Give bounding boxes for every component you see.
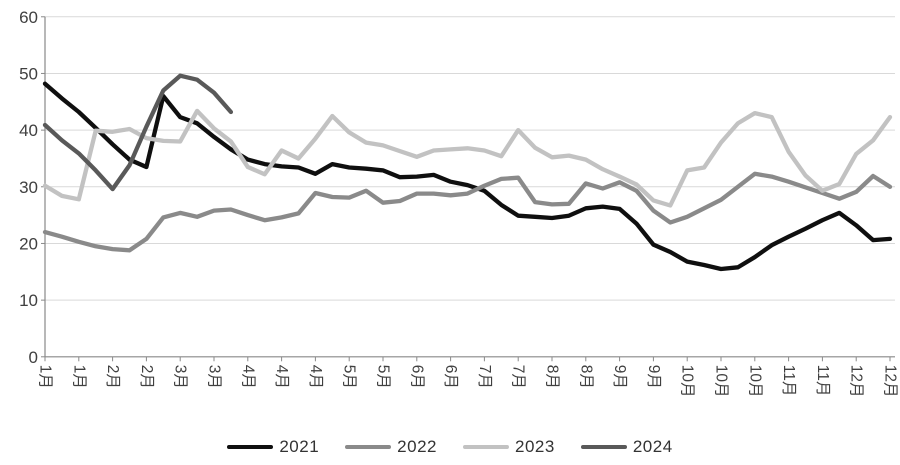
legend-swatch-2022 <box>345 444 392 450</box>
y-axis-labels: 0 10 20 30 40 50 60 <box>19 8 45 367</box>
legend-label-2024: 2024 <box>632 437 673 456</box>
series-line-2022 <box>42 171 893 253</box>
series-polyline-2021 <box>42 81 893 272</box>
x-axis-tick-label: 2月 <box>104 365 121 389</box>
series-line-2024 <box>42 73 234 192</box>
x-axis-tick-label: 5月 <box>375 365 392 389</box>
y-axis-tick-label: 60 <box>19 8 38 27</box>
x-axis-tick-label: 12月 <box>882 365 899 398</box>
y-axis-tick-label: 30 <box>19 178 38 197</box>
x-axis-tick-label: 12月 <box>848 365 865 398</box>
legend-label-2023: 2023 <box>515 437 555 456</box>
gridlines <box>45 16 895 301</box>
legend-swatch-2024 <box>580 444 627 450</box>
x-axis-labels: 1月 1月 2月 2月 3月 3月 4月 4月 4月 5月 5月 6月 6月 7月 7月 8月 8月 9月 9月 10… <box>37 356 899 398</box>
x-axis-tick-label: 6月 <box>442 365 459 389</box>
legend-swatch-2021 <box>227 444 274 450</box>
x-axis-tick-label: 9月 <box>611 365 628 389</box>
x-axis-tick-label: 7月 <box>476 365 493 389</box>
x-axis-tick-label: 4月 <box>239 365 256 389</box>
legend-label-2022: 2022 <box>397 437 437 456</box>
x-axis-tick-label: 10月 <box>713 365 730 398</box>
legend-item-2021: 2021 <box>227 437 319 457</box>
x-axis-tick-label: 2月 <box>138 365 155 389</box>
legend-item-2023: 2023 <box>463 437 555 457</box>
series-polyline-2024 <box>42 73 234 192</box>
legend-item-2022: 2022 <box>345 437 437 457</box>
x-axis-tick-label: 9月 <box>645 365 662 389</box>
x-axis-tick-label: 11月 <box>780 365 797 397</box>
y-axis-tick-label: 50 <box>19 64 38 83</box>
series-line-2023 <box>42 108 893 208</box>
x-axis-tick-label: 4月 <box>307 365 324 389</box>
legend-swatch-2023 <box>463 444 509 450</box>
legend-label-2021: 2021 <box>279 437 320 456</box>
x-axis-tick-label: 10月 <box>746 365 763 398</box>
chart-legend: 2021 2022 2023 2024 <box>0 432 900 462</box>
x-axis-tick-label: 1月 <box>37 365 54 389</box>
x-axis-tick-label: 6月 <box>408 365 425 389</box>
y-axis-tick-label: 0 <box>29 348 38 367</box>
series-polyline-2023 <box>42 108 893 208</box>
x-axis-tick-label: 3月 <box>206 365 223 389</box>
y-axis-tick-label: 20 <box>19 234 38 253</box>
y-axis-tick-label: 10 <box>19 291 38 310</box>
line-chart-plot: 0 10 20 30 40 50 60 1月 1月 2月 2月 3月 3月 4月 4月 4月 5月 5月 6月 6月 7… <box>19 8 899 398</box>
x-axis-tick-label: 8月 <box>544 365 561 389</box>
x-axis-tick-label: 11月 <box>814 365 831 397</box>
y-axis-tick-label: 40 <box>19 121 38 140</box>
x-axis-tick-label: 3月 <box>172 365 189 389</box>
series-polyline-2022 <box>42 171 893 253</box>
x-axis-tick-label: 10月 <box>679 365 696 398</box>
x-axis-tick-label: 4月 <box>273 365 290 389</box>
x-axis-tick-label: 7月 <box>510 365 527 389</box>
series-line-2021 <box>42 81 893 272</box>
x-axis-tick-label: 5月 <box>341 365 358 389</box>
x-axis-tick-label: 8月 <box>577 365 594 389</box>
legend-item-2024: 2024 <box>580 437 673 457</box>
x-axis-tick-label: 1月 <box>70 365 87 389</box>
